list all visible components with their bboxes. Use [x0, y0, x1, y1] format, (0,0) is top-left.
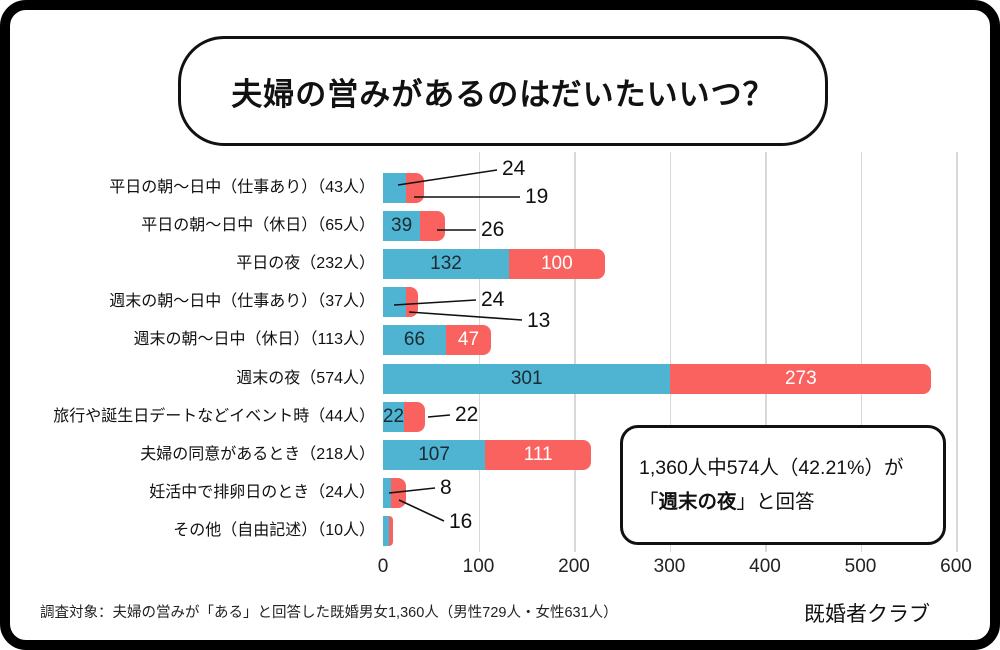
callout-value-label: 24	[481, 288, 505, 311]
category-label: 旅行や誕生日デートなどイベント時（44人）	[53, 407, 375, 425]
callout-value-label: 22	[455, 403, 479, 426]
annotation-line2: 「週末の夜」と回答	[639, 491, 815, 513]
bar-value-label: 100	[540, 253, 573, 275]
x-tick-label: 200	[558, 556, 590, 577]
bar-segment-blue	[383, 439, 486, 470]
leader-line	[408, 311, 523, 321]
bar-segment-blue	[383, 249, 510, 280]
bar-segment-red	[388, 515, 393, 546]
bar-segment-red	[485, 439, 592, 470]
bar-segment-red	[390, 477, 406, 508]
bar-segment-blue	[383, 287, 406, 318]
page-title: 夫婦の営みがあるのはだいたいいつ？	[231, 76, 775, 112]
callout-value-label: 26	[481, 218, 505, 241]
category-label: 週末の朝～日中（仕事あり）（37人）	[109, 293, 375, 311]
bar-segment-red	[420, 211, 446, 242]
bar-segment-blue	[383, 515, 389, 546]
bar-segment-red	[405, 287, 419, 318]
bar-segment-red	[446, 325, 491, 356]
bar-segment-blue	[383, 173, 406, 203]
survey-footnote: 調査対象：夫婦の営みが「ある」と回答した既婚男女1,360人（男性729人・女性…	[40, 605, 618, 621]
category-label: 平日の朝～日中（仕事あり）（43人）	[109, 179, 375, 196]
grid-line	[669, 152, 671, 552]
x-tick-label: 400	[749, 556, 781, 577]
x-tick-label: 0	[377, 556, 389, 577]
bar-value-label: 66	[403, 329, 426, 351]
leader-line	[427, 414, 451, 418]
bar-value-label: 301	[510, 367, 543, 389]
bar-value-label: 111	[523, 443, 553, 465]
grid-line	[574, 152, 576, 552]
category-label: 平日の夜（232人）	[236, 255, 375, 273]
bar-segment-red	[404, 401, 425, 432]
bar-segment-blue	[383, 211, 421, 242]
category-label: その他（自由記述）（10人）	[173, 521, 375, 539]
annotation-box: 1,360人中574人（42.21%）が 「週末の夜」と回答	[620, 425, 946, 545]
x-tick-label: 500	[844, 556, 877, 577]
category-label: 週末の夜（574人）	[236, 369, 375, 387]
bar-segment-blue	[383, 363, 671, 394]
bar-segment-red	[670, 363, 932, 394]
grid-line	[956, 152, 958, 552]
bar-value-label: 47	[457, 329, 480, 351]
leader-line	[398, 499, 445, 522]
category-label: 夫婦の同意があるとき（218人）	[140, 445, 375, 463]
bar-value-label: 22	[382, 405, 405, 427]
bar-value-label: 273	[784, 367, 817, 389]
bar-value-label: 39	[391, 215, 413, 237]
annotation-line1: 1,360人中574人（42.21%）が	[639, 457, 904, 479]
bar-value-label: 107	[418, 443, 450, 465]
bar-value-label: 132	[430, 253, 462, 275]
callout-value-label: 19	[525, 185, 549, 208]
bar-segment-red	[509, 249, 605, 280]
bar-segment-blue	[383, 401, 404, 432]
x-tick-label: 300	[653, 556, 686, 577]
grid-line	[860, 152, 862, 552]
callout-value-label: 16	[449, 510, 473, 533]
bar-segment-blue	[383, 325, 447, 356]
x-tick-label: 100	[462, 556, 495, 577]
category-label: 妊活中で排卵日のとき（24人）	[149, 483, 375, 501]
callout-value-label: 24	[502, 157, 526, 180]
grid-line	[765, 152, 767, 552]
annotation-highlight: 週末の夜	[658, 491, 737, 513]
callout-value-label: 8	[440, 476, 452, 499]
bar-segment-red	[405, 173, 425, 203]
category-label: 平日の朝～日中（休日）（65人）	[141, 217, 375, 235]
bar-segment-blue	[383, 477, 391, 508]
callout-value-label: 13	[527, 309, 551, 332]
category-label: 週末の朝～日中（休日）（113人）	[133, 331, 375, 349]
x-tick-label: 600	[940, 556, 972, 577]
brand-name: 既婚者クラブ	[804, 603, 930, 626]
title-box: 夫婦の営みがあるのはだいたいいつ？	[178, 36, 828, 146]
